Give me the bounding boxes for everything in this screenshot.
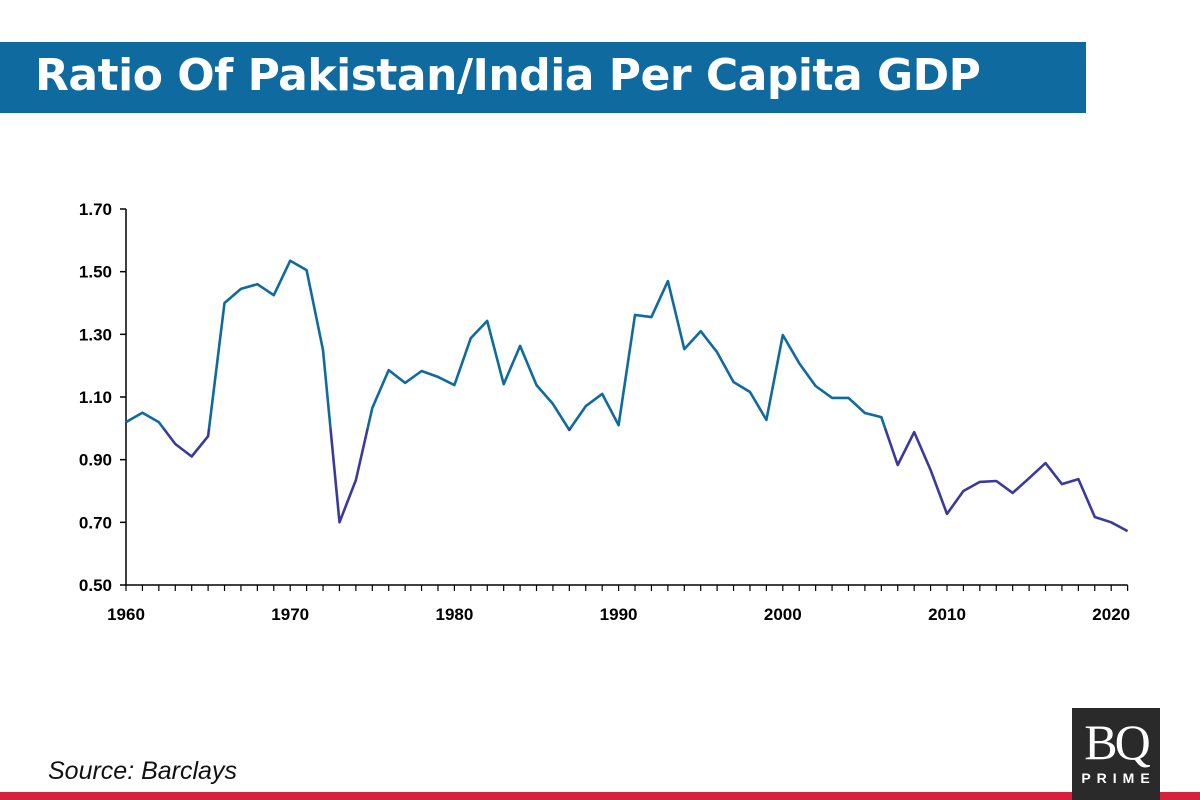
bq-prime-logo: BQ PRIME [1072,708,1160,800]
x-tick-label: 2010 [928,605,966,624]
x-tick-label: 1960 [107,605,145,624]
x-tick-label: 2000 [764,605,802,624]
y-tick-label: 1.50 [79,263,112,282]
y-tick-label: 0.90 [79,451,112,470]
x-tick-label: 1980 [435,605,473,624]
y-tick-label: 1.70 [79,200,112,219]
header-bar [0,42,1086,113]
y-tick-label: 0.70 [79,513,112,532]
y-tick-label: 1.10 [79,388,112,407]
page-title: Ratio Of Pakistan/India Per Capita GDP [35,50,981,101]
y-tick-label: 0.50 [79,576,112,595]
source-note: Source: Barclays [48,757,237,785]
series-line [125,259,1129,533]
y-tick-label: 1.30 [79,325,112,344]
x-tick-label: 2020 [1092,605,1130,624]
bottom-rule [0,792,1200,800]
x-tick-label: 1970 [271,605,309,624]
x-tick-label: 1990 [600,605,638,624]
